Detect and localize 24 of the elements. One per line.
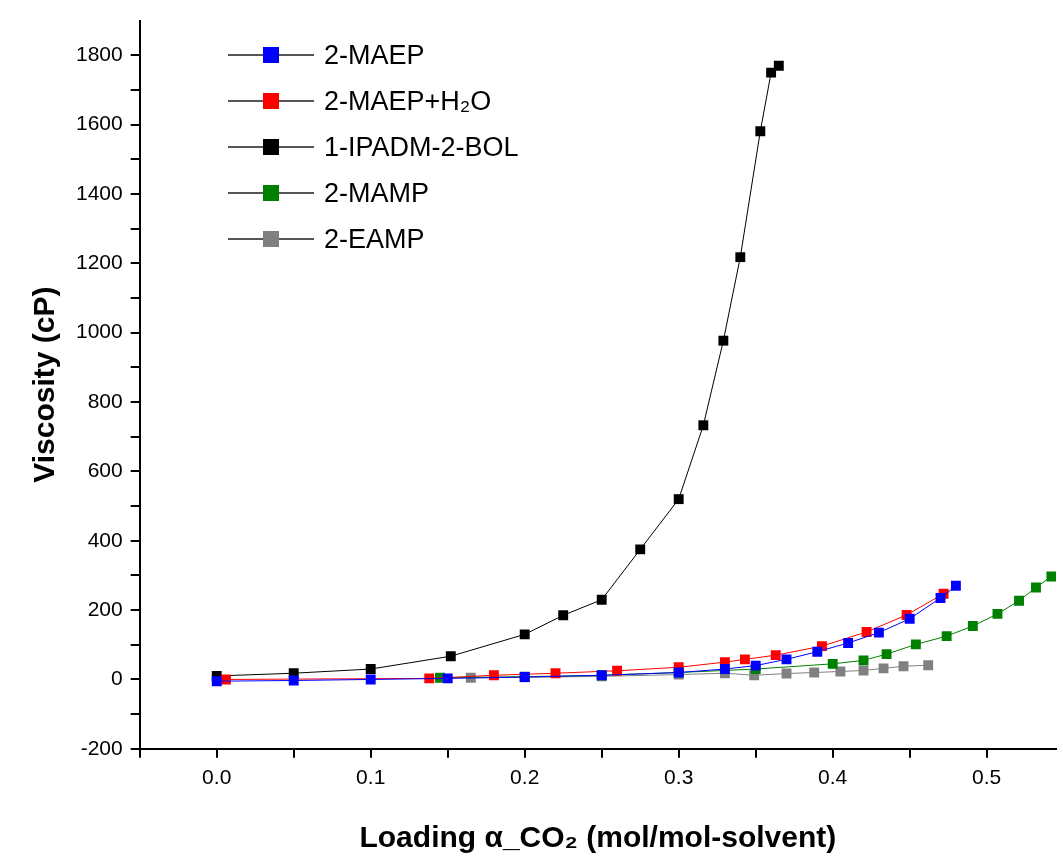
- y-tick-label: 600: [87, 458, 123, 482]
- y-tick-label: 1400: [76, 180, 123, 204]
- legend-label: 1-IPADM-2-BOL: [324, 131, 519, 163]
- y-tick-label: 1000: [76, 319, 123, 343]
- y-tick-label: 800: [87, 388, 123, 412]
- y-tick-label: 1200: [76, 250, 123, 274]
- y-tick-label: 0: [111, 666, 123, 690]
- x-tick-label: 0.5: [972, 765, 1002, 789]
- text: 0.0: [202, 765, 232, 789]
- legend-label: 2-MAEP+H₂O: [324, 85, 492, 117]
- legend-label: 2-EAMP: [324, 223, 425, 255]
- y-tick-label: 1800: [76, 42, 123, 66]
- x-axis-title: Loading α_CO₂ (mol/mol-solvent): [359, 820, 837, 854]
- x-tick-label: 0.2: [510, 765, 540, 789]
- y-tick-label: -200: [80, 735, 123, 759]
- y-axis-title: Viscosity (cP): [27, 286, 61, 483]
- y-tick-label: 200: [87, 596, 123, 620]
- x-tick-label: 0.3: [664, 765, 694, 789]
- legend-label: 2-MAMP: [324, 177, 430, 209]
- x-tick-label: 0.1: [356, 765, 386, 789]
- y-tick-label: 400: [87, 527, 123, 551]
- legend-label: 2-MAEP: [324, 39, 425, 71]
- x-tick-label: 0.4: [818, 765, 848, 789]
- y-tick-label: 1600: [76, 111, 123, 135]
